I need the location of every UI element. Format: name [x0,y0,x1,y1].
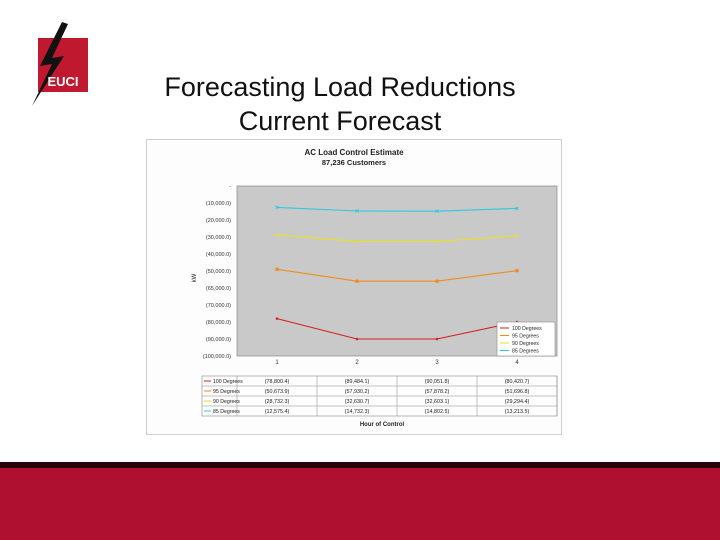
series-line [276,206,518,212]
series-1-point [355,279,359,283]
y-tick-label: (40,000.0) [206,252,231,258]
legend-item: 100 Degrees [512,326,542,332]
data-table-cell: (28,732.3) [265,399,290,405]
series-line [276,318,518,340]
x-axis-label: Hour of Control [360,422,405,428]
x-tick-label: 2 [355,360,359,366]
data-table-cell: (57,878.2) [425,389,450,395]
data-table-series-name: 85 Degrees [213,409,240,415]
y-tick-label: (50,000.0) [206,269,231,275]
data-table-cell: (32,630.7) [345,399,370,405]
data-table-cell: (57,930.2) [345,389,370,395]
y-tick-label: (30,000.0) [206,235,231,241]
series-1-point [515,269,519,273]
x-tick-label: 4 [515,360,519,366]
data-table-cell: (29,294.4) [505,399,530,405]
data-table-series-name: 90 Degrees [213,399,240,405]
series-0-point [435,337,439,341]
data-table: 100 Degrees (78,800.4) (89,484.1) (90,051.8… [201,375,558,417]
title-line-1: Forecasting Load Reductions [164,72,516,102]
series-3-point [355,209,359,213]
series-1-point [275,267,279,271]
lightning-bolt-icon: EUCI [32,22,88,106]
chart-container: AC Load Control Estimate 87,236 Customer… [146,139,562,435]
series-2 [275,233,519,244]
data-table-cell: (51,696.8) [505,389,530,395]
y-axis-label: kW [192,273,198,282]
x-tick-label: 1 [275,360,279,366]
logo-text: EUCI [47,74,78,89]
series-3 [275,205,519,214]
y-tick-label: (10,000.0) [206,201,231,207]
x-tick-label: 3 [435,360,439,366]
data-table-cell: (78,800.4) [265,379,290,385]
title-line-2: Current Forecast [238,106,442,136]
series-3-point [275,205,279,210]
footer-dark-stripe [0,462,720,468]
y-tick-label: (100,000.0) [203,354,231,360]
footer-red-stripe [0,468,720,540]
data-table-cell: (89,484.1) [345,379,370,385]
slide-title: Forecasting Load Reductions Current Fore… [110,70,570,138]
data-table-cell: (50,673.9) [265,389,290,395]
series-2-point [435,239,439,244]
data-table-cell: (13,213.5) [505,409,530,415]
y-tick-label: (90,000.0) [206,337,231,343]
series-1 [275,267,519,283]
legend-item: 85 Degrees [512,349,539,355]
series-1-point [435,279,439,283]
y-tick-labels: - (10,000.0) (20,000.0) (30,000.0) (40,000.0… [203,184,231,360]
legend-item: 95 Degrees [512,334,539,340]
chart-subtitle: 87,236 Customers [322,158,386,167]
series-3-point [515,206,519,211]
legend-item: 90 Degrees [512,341,539,347]
series-2-point [275,233,279,237]
data-table-cell: (32,603.1) [425,399,450,405]
ac-load-chart: AC Load Control Estimate 87,236 Customer… [192,148,558,428]
chart-title: AC Load Control Estimate [304,148,404,157]
x-tick-labels: 1 2 3 4 [275,360,519,366]
y-tick-label: (80,000.0) [206,320,231,326]
series-2-point [515,234,519,238]
series-3-point [435,209,439,214]
series-0-point [275,317,279,321]
y-tick-label: (20,000.0) [206,218,231,224]
y-tick-label: (70,000.0) [206,303,231,309]
data-table-cell: (90,051.8) [425,379,450,385]
data-table-cell: (80,420.7) [505,379,530,385]
footer-band [0,462,720,540]
series-lines [275,205,519,341]
series-0-point [355,337,359,341]
series-line [276,234,518,242]
data-table-series-name: 95 Degrees [213,389,240,395]
y-tick-label: - [229,184,231,190]
data-table-cell: (12,575.4) [265,409,290,415]
series-line [276,268,518,282]
euci-logo: EUCI [28,22,92,110]
data-table-cell: (14,732.3) [345,409,370,415]
series-2-point [355,239,359,244]
data-table-series-name: 100 Degrees [213,379,243,385]
data-table-cell: (14,802.5) [425,409,450,415]
y-tick-label: (65,000.0) [206,286,231,292]
